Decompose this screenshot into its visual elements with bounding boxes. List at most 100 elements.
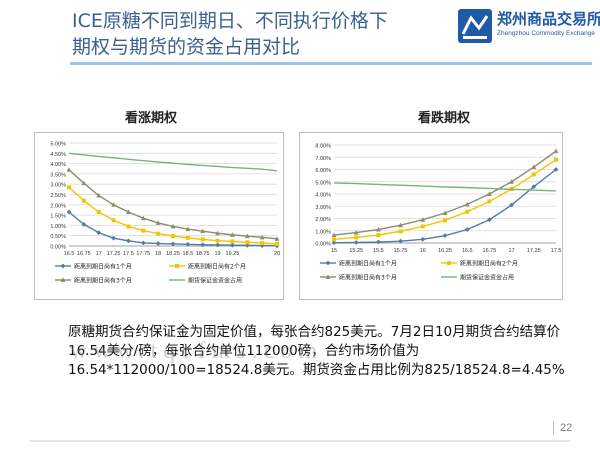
legend-marker — [325, 260, 331, 266]
data-point — [509, 202, 514, 208]
data-point — [398, 229, 403, 234]
x-tick-label: 17.25 — [107, 251, 121, 257]
watermark: www.tqcfms.com — [70, 338, 324, 364]
data-point — [376, 239, 381, 245]
put-chart-svg: 0.00% 1.00% 2.00% 3.00% 4.00% 5.00% 6.00% 7.00%… — [315, 144, 561, 282]
data-point — [531, 164, 537, 170]
y-tick-label: 0.00% — [315, 242, 331, 248]
data-point — [244, 233, 250, 239]
legend-marker — [325, 274, 331, 279]
x-tick-label: 16.5 — [64, 251, 75, 257]
data-point — [96, 210, 101, 215]
y-tick-label: 4.00% — [50, 162, 66, 168]
data-point — [487, 217, 492, 223]
x-tick-label: 17.25 — [527, 248, 541, 254]
x-tick-label: 16.75 — [483, 248, 497, 254]
data-point — [443, 218, 447, 223]
data-point — [111, 218, 116, 223]
data-point — [230, 242, 235, 248]
data-point — [140, 215, 146, 221]
page-number: 22 — [560, 422, 573, 434]
data-point — [331, 232, 337, 238]
data-point — [67, 185, 71, 190]
y-tick-label: 4.00% — [315, 193, 331, 199]
data-point — [464, 201, 470, 207]
y-tick-label: 3.00% — [315, 205, 331, 211]
data-point — [215, 242, 220, 248]
data-point — [126, 224, 131, 229]
data-point — [275, 241, 279, 246]
data-point — [66, 167, 72, 172]
legend-marker — [60, 263, 66, 269]
data-point — [140, 240, 146, 246]
legend-label: 期货保证金资金占用 — [188, 277, 242, 285]
data-point — [260, 241, 265, 246]
data-point — [81, 198, 86, 203]
data-point — [531, 184, 537, 190]
x-tick-label: 15 — [331, 248, 337, 254]
data-point — [200, 228, 206, 234]
data-point — [332, 237, 336, 242]
data-point — [215, 230, 220, 236]
data-point — [353, 229, 359, 235]
y-tick-label: 4.50% — [50, 152, 66, 158]
data-point — [185, 226, 191, 232]
legend-label: 距离到期日尚有1个月 — [339, 260, 397, 268]
data-point — [230, 239, 235, 244]
logo-subtitle: Zhengzhou Commodity Exchange — [497, 30, 595, 37]
series-line — [333, 150, 557, 236]
data-point — [420, 236, 426, 242]
x-tick-label: 18.5 — [182, 251, 193, 257]
legend-marker — [175, 264, 179, 268]
legend-label: 距离到期日尚有2个月 — [460, 260, 518, 268]
logo-emblem-icon — [458, 9, 492, 43]
data-point — [155, 220, 161, 225]
x-tick-label: 15.75 — [394, 248, 408, 254]
call-chart: 0.00% 0.50% 1.00% 1.50% 2.00% 2.50% 3.00% 3.50%… — [34, 132, 284, 300]
data-point — [398, 222, 403, 228]
series-line — [333, 182, 557, 192]
title-line-2: 期权与期货的资金占用对比 — [72, 36, 301, 58]
x-tick-label: 18 — [155, 251, 161, 257]
x-tick-label: 20 — [274, 251, 280, 257]
data-point — [230, 232, 235, 237]
put-chart: 0.00% 1.00% 2.00% 3.00% 4.00% 5.00% 6.00% 7.00%… — [299, 132, 563, 300]
y-tick-label: 1.00% — [315, 229, 331, 235]
data-point — [398, 238, 403, 244]
put-chart-heading: 看跌期权 — [418, 111, 471, 126]
data-point — [442, 233, 448, 239]
series-line — [333, 159, 557, 241]
data-point — [353, 240, 359, 245]
data-point — [200, 242, 206, 248]
data-point — [96, 230, 102, 236]
data-point — [509, 179, 514, 184]
x-tick-label: 18.75 — [196, 251, 210, 257]
x-tick-label: 16 — [420, 248, 426, 254]
data-point — [487, 199, 492, 204]
data-point — [170, 223, 176, 229]
data-point — [185, 235, 190, 240]
data-point — [245, 240, 250, 245]
call-chart-svg: 0.00% 0.50% 1.00% 1.50% 2.00% 2.50% 3.00% 3.50%… — [50, 142, 280, 285]
legend-label: 距离到期日尚有3个月 — [74, 277, 132, 285]
y-tick-label: 7.00% — [315, 156, 331, 162]
y-tick-label: 5.00% — [50, 142, 66, 148]
data-point — [465, 209, 470, 214]
title-underline — [70, 62, 592, 65]
data-point — [554, 157, 558, 162]
legend-label: 期货保证金资金占用 — [460, 274, 514, 282]
data-point — [244, 242, 250, 248]
y-tick-label: 3.00% — [50, 183, 66, 189]
data-point — [553, 148, 559, 154]
data-point — [442, 210, 448, 215]
page-number-divider — [553, 421, 554, 435]
data-point — [185, 241, 191, 247]
call-chart-heading: 看涨期权 — [125, 111, 178, 126]
legend-marker — [60, 277, 66, 282]
data-point — [111, 235, 116, 241]
x-tick-label: 19.25 — [226, 251, 240, 257]
data-point — [531, 172, 536, 177]
title-line-1: ICE原糖不同到期日、不同执行价格下 — [72, 10, 388, 32]
data-point — [553, 167, 559, 172]
